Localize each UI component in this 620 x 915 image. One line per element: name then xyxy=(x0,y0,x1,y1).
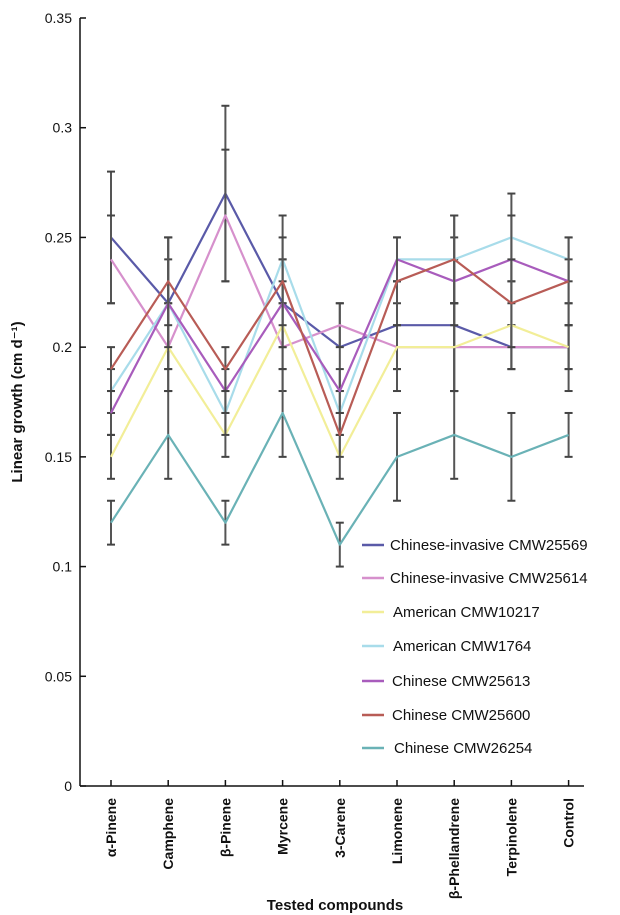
x-category-label: Myrcene xyxy=(275,798,291,855)
legend-label: Chinese-invasive CMW25569 xyxy=(390,537,588,554)
series-6 xyxy=(107,214,573,458)
series-line xyxy=(110,411,569,546)
legend: Chinese-invasive CMW25569 Chinese-invasiv… xyxy=(362,537,588,757)
x-axis-title: Tested compounds xyxy=(267,897,403,914)
axes xyxy=(79,18,584,787)
x-ticks: α-Pinene Camphene β-Pinene Myrcene 3-Carene L… xyxy=(103,780,577,899)
legend-label: American CMW10217 xyxy=(393,604,540,621)
y-tick-label: 0 xyxy=(64,778,72,794)
x-category-label: Control xyxy=(561,798,577,848)
series-line xyxy=(110,258,569,437)
legend-item: Chinese CMW25600 xyxy=(362,707,530,724)
series-layer xyxy=(107,104,573,568)
legend-item: Chinese-invasive CMW25569 xyxy=(362,537,588,554)
y-tick-label: 0.05 xyxy=(45,668,72,684)
series-line xyxy=(110,258,569,414)
legend-label: Chinese-invasive CMW25614 xyxy=(390,570,588,587)
y-axis-title: Linear growth (cm d⁻¹) xyxy=(9,321,26,482)
x-category-label: Limonene xyxy=(389,798,405,864)
x-category-label: 3-Carene xyxy=(332,798,348,858)
legend-label: Chinese CMW26254 xyxy=(394,740,532,757)
x-category-label: Camphene xyxy=(160,798,176,870)
legend-label: Chinese CMW25613 xyxy=(392,673,530,690)
y-ticks: 0 0.05 0.1 0.15 0.2 0.25 0.3 0.35 xyxy=(45,10,86,794)
x-category-label: α-Pinene xyxy=(103,798,119,857)
x-category-label: Terpinolene xyxy=(503,798,519,877)
legend-item: Chinese CMW25613 xyxy=(362,673,530,690)
legend-label: American CMW1764 xyxy=(393,638,531,655)
x-category-label: β-Pinene xyxy=(217,798,233,857)
x-category-label: β-Phellandrene xyxy=(446,798,462,899)
y-tick-label: 0.3 xyxy=(53,120,73,136)
legend-label: Chinese CMW25600 xyxy=(392,707,530,724)
y-tick-label: 0.2 xyxy=(53,339,73,355)
y-tick-label: 0.35 xyxy=(45,10,72,26)
y-tick-label: 0.1 xyxy=(53,559,73,575)
legend-item: American CMW10217 xyxy=(362,604,540,621)
y-tick-label: 0.25 xyxy=(45,229,72,245)
series-7 xyxy=(107,368,573,568)
y-tick-label: 0.15 xyxy=(45,449,72,465)
legend-item: Chinese-invasive CMW25614 xyxy=(362,570,588,587)
legend-item: Chinese CMW26254 xyxy=(362,740,532,757)
legend-item: American CMW1764 xyxy=(362,638,531,655)
series-line xyxy=(110,214,569,349)
